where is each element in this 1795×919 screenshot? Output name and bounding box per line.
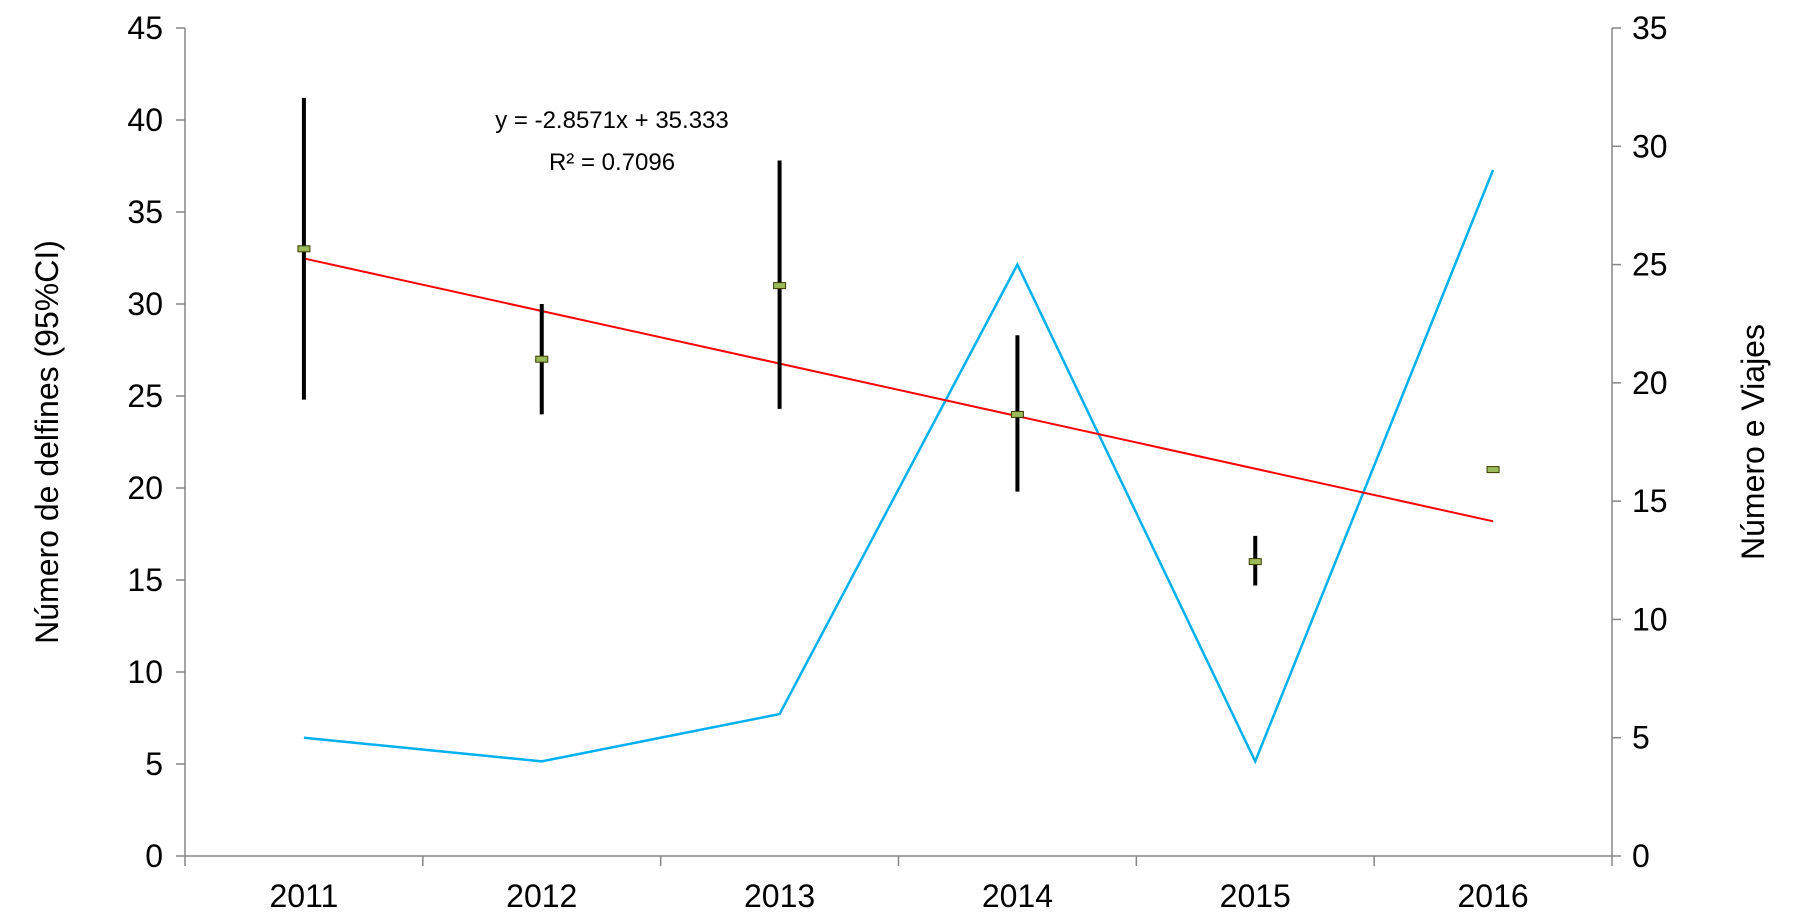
right-tick-label: 30 bbox=[1632, 128, 1668, 164]
left-tick-label: 0 bbox=[145, 838, 163, 874]
right-tick-label: 0 bbox=[1632, 838, 1650, 874]
left-tick-label: 5 bbox=[145, 746, 163, 782]
delfines-point bbox=[535, 355, 549, 363]
left-tick-label: 10 bbox=[127, 654, 163, 690]
x-tick-label: 2012 bbox=[506, 878, 577, 914]
left-tick-label: 30 bbox=[127, 286, 163, 322]
x-tick-label: 2014 bbox=[982, 878, 1053, 914]
right-tick-label: 15 bbox=[1632, 483, 1668, 519]
x-tick-label: 2013 bbox=[744, 878, 815, 914]
axes bbox=[184, 28, 1613, 857]
x-tick-label: 2016 bbox=[1457, 878, 1528, 914]
right-tick-label: 20 bbox=[1632, 365, 1668, 401]
delfines-point bbox=[1248, 558, 1262, 566]
left-tick-label: 35 bbox=[127, 194, 163, 230]
right-tick-label: 10 bbox=[1632, 601, 1668, 637]
right-tick-label: 25 bbox=[1632, 247, 1668, 283]
trendline-r2: R² = 0.7096 bbox=[549, 149, 675, 176]
right-tick-label: 5 bbox=[1632, 720, 1650, 756]
marks bbox=[297, 97, 1500, 765]
left-tick-label: 15 bbox=[127, 562, 163, 598]
delfines-point bbox=[773, 282, 787, 290]
viajes-series-line bbox=[303, 169, 1495, 765]
right-axis-title: Número e Viajes bbox=[1735, 324, 1771, 560]
x-tick-label: 2015 bbox=[1220, 878, 1291, 914]
left-tick-label: 20 bbox=[127, 470, 163, 506]
left-tick-label: 45 bbox=[127, 10, 163, 46]
left-tick-label: 25 bbox=[127, 378, 163, 414]
trendline-equation: y = -2.8571x + 35.333 bbox=[495, 107, 729, 134]
ticks: 0 5 10 15 20 25 30 35 40 45 0 5 10 15 20 25 30 35 2011 2012… bbox=[127, 10, 1667, 914]
delfines-point bbox=[1486, 466, 1500, 474]
left-tick-label: 40 bbox=[127, 102, 163, 138]
right-tick-label: 35 bbox=[1632, 10, 1668, 46]
trendline bbox=[303, 257, 1494, 523]
delfines-point bbox=[297, 245, 311, 253]
delfines-point bbox=[1010, 410, 1024, 418]
x-tick-label: 2011 bbox=[270, 878, 339, 914]
left-axis-title: Número de delfines (95%CI) bbox=[29, 240, 65, 644]
